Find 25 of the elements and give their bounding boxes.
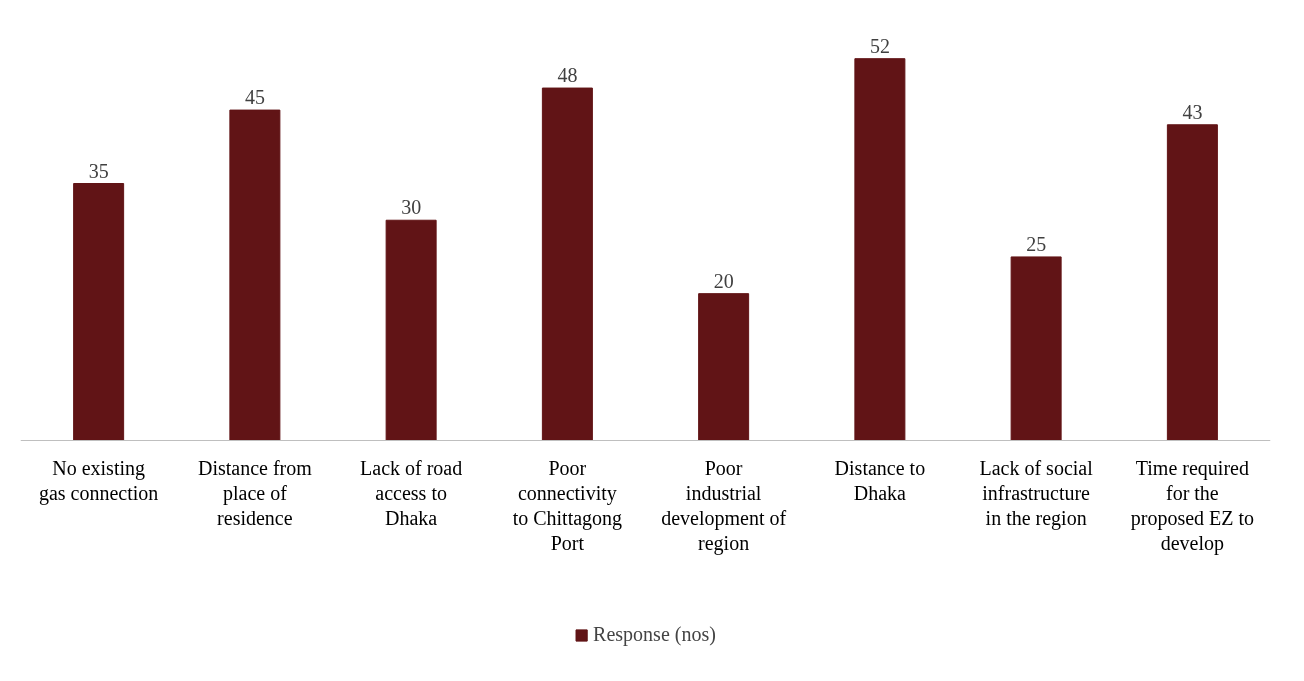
bar xyxy=(385,219,437,441)
legend-label: Response (nos) xyxy=(593,623,716,646)
x-tick-label: No existing gas connection xyxy=(38,456,159,505)
bar xyxy=(1010,256,1062,441)
x-tick-label: Distance to Dhaka xyxy=(834,456,926,504)
x-tick-label: Lack of social infrastructure in the region xyxy=(979,456,1094,531)
bar xyxy=(73,183,125,441)
x-tick-label: Distance from place of residence xyxy=(197,456,313,530)
bar xyxy=(541,87,593,441)
data-label: 35 xyxy=(88,159,109,182)
x-tick-label: Poor connectivity to Chittagong Port xyxy=(512,456,623,555)
data-label: 45 xyxy=(244,86,265,109)
data-label: 25 xyxy=(1026,232,1047,255)
data-label: 30 xyxy=(401,196,422,219)
data-label: 20 xyxy=(713,269,734,292)
bar xyxy=(698,293,750,441)
bar xyxy=(229,109,281,441)
data-label: 48 xyxy=(557,64,578,87)
bar xyxy=(854,58,906,441)
x-tick-label: Lack of road access to Dhaka xyxy=(360,456,463,530)
x-tick-label: Time required for the proposed EZ to develop xyxy=(1130,456,1255,556)
data-label: 43 xyxy=(1182,100,1203,123)
bar xyxy=(1166,124,1218,441)
data-label: 52 xyxy=(869,34,890,57)
x-tick-label: Poor industrial development of region xyxy=(661,456,787,556)
